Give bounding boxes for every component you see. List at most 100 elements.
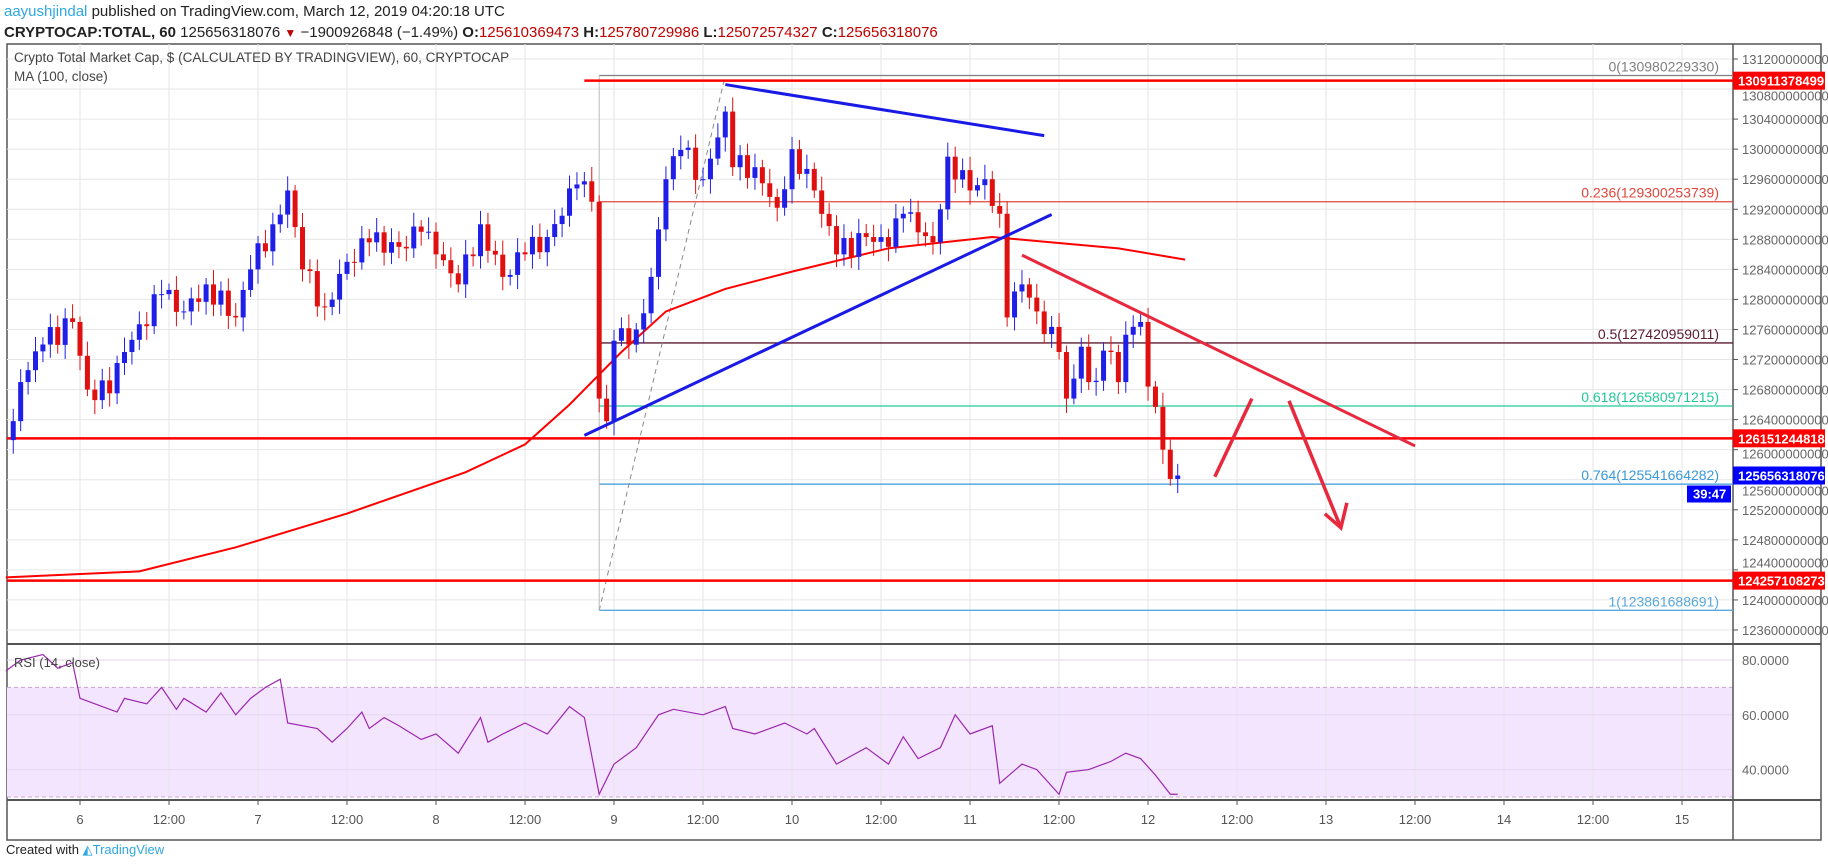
candle-body xyxy=(641,313,647,330)
author-link[interactable]: aayushjindal xyxy=(4,3,88,20)
candle-body xyxy=(893,218,899,247)
candle-body xyxy=(1160,406,1166,450)
low-value: 125072574327 xyxy=(717,24,818,41)
candle-body xyxy=(715,137,721,159)
time-axis-label: 12:00 xyxy=(1221,812,1254,827)
symbol-info: CRYPTOCAP:TOTAL, 60 125656318076 ▼ −1900… xyxy=(4,24,938,41)
candle-body xyxy=(618,328,624,341)
trendline-red xyxy=(1021,253,1416,448)
arrow-down xyxy=(1287,400,1343,529)
candle-body xyxy=(136,324,142,340)
created-with: Created with xyxy=(6,842,79,857)
candle-body xyxy=(982,179,988,186)
price-axis-label: 127200000000 xyxy=(1742,353,1828,368)
time-axis-label: 12:00 xyxy=(865,812,898,827)
trendline-blue xyxy=(583,213,1053,437)
candle-body xyxy=(255,243,261,270)
candle-body xyxy=(1175,475,1181,479)
price-axis-label: 124000000000 xyxy=(1742,593,1828,608)
candle-body xyxy=(863,233,869,238)
candle-body xyxy=(351,261,357,263)
candle-body xyxy=(463,254,469,285)
candle-body xyxy=(426,231,432,233)
candle-body xyxy=(1049,326,1055,335)
high-value: 125780729986 xyxy=(599,24,700,41)
candle-body xyxy=(900,213,906,219)
candle-body xyxy=(537,236,543,253)
candle-body xyxy=(107,380,113,394)
price-axis-label: 126000000000 xyxy=(1742,446,1828,461)
candle-body xyxy=(937,209,943,243)
candle-body xyxy=(166,289,172,295)
published-text: published on TradingView.com, March 12, … xyxy=(87,3,505,20)
tradingview-link[interactable]: TradingView xyxy=(92,842,165,857)
fib-diagonal xyxy=(598,75,726,611)
price-change: −1900926848 (−1.49%) xyxy=(300,24,459,41)
candle-body xyxy=(544,237,550,253)
rsi-line xyxy=(5,653,1178,797)
candle-body xyxy=(492,250,498,255)
open-label: O: xyxy=(462,24,479,41)
candle-body xyxy=(685,147,691,150)
time-axis-label: 12:00 xyxy=(331,812,364,827)
candle-body xyxy=(989,179,995,206)
down-triangle-icon: ▼ xyxy=(284,26,297,40)
time-axis-label: 7 xyxy=(254,812,261,827)
candle-body xyxy=(18,382,24,422)
candle-body xyxy=(885,237,891,247)
candle-body xyxy=(656,229,662,277)
candle-body xyxy=(581,181,587,185)
candle-body xyxy=(270,224,276,252)
candle-body xyxy=(337,273,343,300)
candle-body xyxy=(396,242,402,247)
candle-body xyxy=(730,111,736,168)
candle-body xyxy=(151,294,157,327)
time-axis-label: 12:00 xyxy=(687,812,720,827)
candle-body xyxy=(285,190,291,215)
price-axis-label: 126400000000 xyxy=(1742,413,1828,428)
tradingview-logo-icon[interactable]: ◭ xyxy=(82,842,93,857)
candle-body xyxy=(908,212,914,214)
candle-body xyxy=(1115,352,1121,383)
level-badge-text: 130911378499 xyxy=(1738,74,1824,89)
level-badge xyxy=(1733,571,1825,590)
candle-body xyxy=(1004,213,1010,318)
candle-body xyxy=(752,167,758,178)
candle-body xyxy=(848,238,854,257)
candle-body xyxy=(10,421,16,441)
candle-body xyxy=(633,329,639,345)
candle-body xyxy=(552,224,558,238)
candle-body xyxy=(448,260,454,274)
level-badge xyxy=(1733,429,1825,448)
candle-body xyxy=(218,290,224,305)
price-axis-label: 128000000000 xyxy=(1742,292,1828,307)
candle-body xyxy=(188,298,194,312)
time-axis-label: 12:00 xyxy=(1577,812,1610,827)
candle-body xyxy=(433,231,439,255)
candle-body xyxy=(604,398,610,422)
candle-body xyxy=(693,147,699,180)
candle-body xyxy=(945,156,951,210)
candle-body xyxy=(173,289,179,312)
candle-body xyxy=(559,215,565,225)
candle-body xyxy=(1138,321,1144,327)
close-value: 125656318076 xyxy=(837,24,938,41)
price-axis-label: 128800000000 xyxy=(1742,232,1828,247)
candle-body xyxy=(811,168,817,191)
price-axis-label: 130800000000 xyxy=(1742,89,1828,104)
candle-body xyxy=(77,321,83,356)
candle-body xyxy=(819,190,825,214)
time-axis-label: 12 xyxy=(1141,812,1155,827)
price-axis-label: 127600000000 xyxy=(1742,322,1828,337)
open-value: 125610369473 xyxy=(478,24,580,41)
candle-body xyxy=(1071,378,1077,399)
symbol: CRYPTOCAP:TOTAL, 60 xyxy=(4,24,176,41)
arrow-up xyxy=(1213,397,1254,478)
fib-label-0.236: 0.236(129300253739) xyxy=(1581,185,1719,201)
candle-body xyxy=(960,170,966,180)
candle-body xyxy=(1056,326,1062,353)
candle-body xyxy=(596,201,602,399)
candle-body xyxy=(329,299,335,307)
candle-body xyxy=(99,380,105,401)
